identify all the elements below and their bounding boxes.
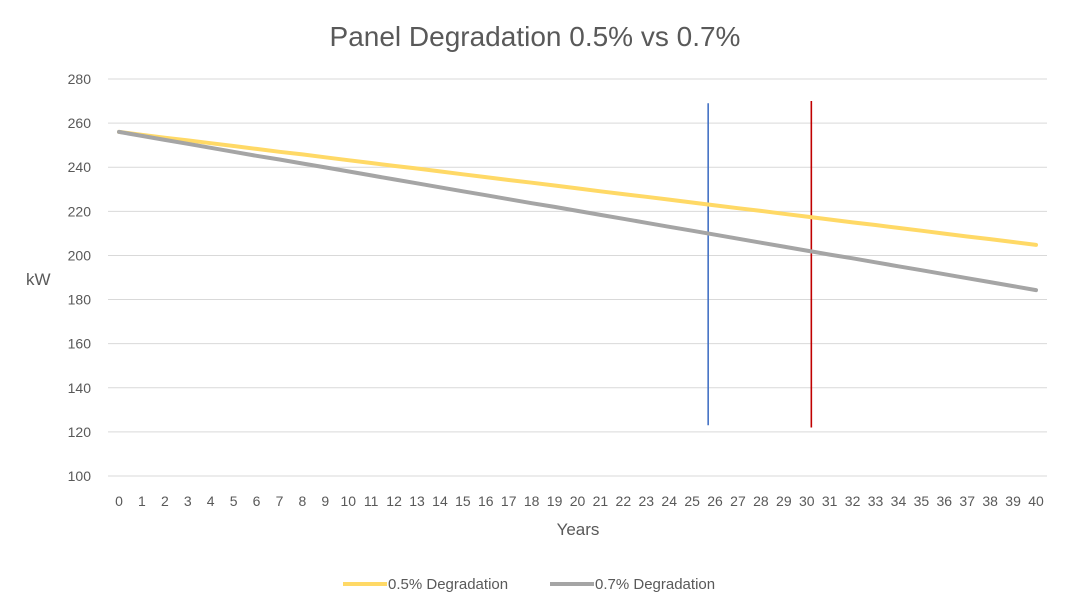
legend: 0.5% Degradation 0.7% Degradation xyxy=(343,576,715,593)
y-tick-label: 200 xyxy=(68,247,92,263)
y-tick-label: 240 xyxy=(68,159,92,175)
x-tick-label: 21 xyxy=(593,493,609,509)
series-line-0 xyxy=(117,129,1038,247)
x-tick-label: 7 xyxy=(276,493,284,509)
series-lines xyxy=(117,129,1038,293)
x-tick-label: 5 xyxy=(230,493,238,509)
x-tick-label: 12 xyxy=(386,493,402,509)
y-tick-label: 220 xyxy=(68,203,92,219)
x-tick-label: 33 xyxy=(868,493,884,509)
x-tick-label: 28 xyxy=(753,493,769,509)
legend-label: 0.7% Degradation xyxy=(595,576,715,593)
x-tick-label: 26 xyxy=(707,493,723,509)
x-tick-label: 8 xyxy=(299,493,307,509)
x-tick-label: 34 xyxy=(891,493,907,509)
annotations xyxy=(707,101,813,428)
x-tick-label: 4 xyxy=(207,493,215,509)
x-tick-label: 31 xyxy=(822,493,838,509)
x-tick-label: 14 xyxy=(432,493,448,509)
legend-label: 0.5% Degradation xyxy=(388,576,508,593)
x-tick-label: 27 xyxy=(730,493,746,509)
x-axis-label: Years xyxy=(557,520,600,539)
x-tick-label: 20 xyxy=(570,493,586,509)
x-tick-label: 40 xyxy=(1028,493,1044,509)
y-tick-label: 160 xyxy=(68,336,92,352)
x-tick-label: 39 xyxy=(1005,493,1021,509)
x-tick-label: 10 xyxy=(340,493,356,509)
x-tick-label: 36 xyxy=(937,493,953,509)
y-tick-label: 100 xyxy=(68,468,92,484)
x-tick-label: 30 xyxy=(799,493,815,509)
x-tick-label: 37 xyxy=(959,493,975,509)
legend-item: 0.7% Degradation xyxy=(550,576,715,593)
x-tick-label: 18 xyxy=(524,493,540,509)
x-tick-label: 2 xyxy=(161,493,169,509)
x-tick-label: 22 xyxy=(616,493,632,509)
y-tick-label: 180 xyxy=(68,292,92,308)
gridlines xyxy=(108,78,1047,477)
x-axis-ticks: 0 1 2 3 4 5 6 7 8 9 10 11 12 13 14 15 16 17 18 19 20 21 22 23 24… xyxy=(115,493,1044,509)
y-axis-ticks: 100 120 140 160 180 200 220 240 260 280 xyxy=(68,71,92,484)
x-tick-label: 15 xyxy=(455,493,471,509)
x-tick-label: 19 xyxy=(547,493,563,509)
x-tick-label: 16 xyxy=(478,493,494,509)
x-tick-label: 17 xyxy=(501,493,517,509)
x-tick-label: 3 xyxy=(184,493,192,509)
x-tick-label: 38 xyxy=(982,493,998,509)
x-tick-label: 0 xyxy=(115,493,123,509)
y-tick-label: 280 xyxy=(68,71,92,87)
x-tick-label: 11 xyxy=(364,493,379,509)
y-axis-label: kW xyxy=(26,270,51,289)
y-tick-label: 120 xyxy=(68,424,92,440)
x-tick-label: 13 xyxy=(409,493,425,509)
y-tick-label: 140 xyxy=(68,380,92,396)
x-tick-label: 6 xyxy=(253,493,261,509)
y-tick-label: 260 xyxy=(68,115,92,131)
x-tick-label: 25 xyxy=(684,493,700,509)
series-line-1 xyxy=(117,129,1038,293)
x-tick-label: 32 xyxy=(845,493,861,509)
x-tick-label: 29 xyxy=(776,493,792,509)
chart-title: Panel Degradation 0.5% vs 0.7% xyxy=(330,21,741,52)
x-tick-label: 24 xyxy=(661,493,677,509)
x-tick-label: 35 xyxy=(914,493,930,509)
x-tick-label: 23 xyxy=(638,493,654,509)
x-tick-label: 9 xyxy=(321,493,329,509)
legend-item: 0.5% Degradation xyxy=(343,576,508,593)
x-tick-label: 1 xyxy=(138,493,146,509)
